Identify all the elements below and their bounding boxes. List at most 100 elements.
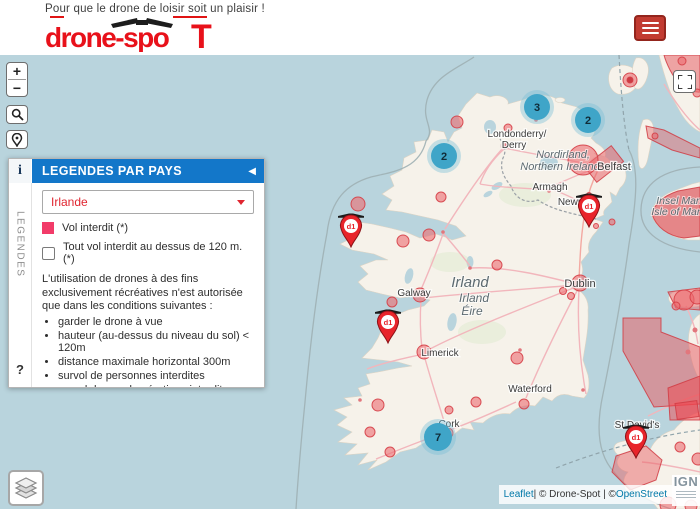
ign-logo-line <box>676 496 696 498</box>
label-northern-ireland: Northern Ireland <box>520 161 600 173</box>
hamburger-icon <box>641 21 659 25</box>
logo-text-cap: T <box>191 18 212 52</box>
lakes <box>404 120 558 331</box>
attribution-text: | © Drone-Spot | © <box>533 489 616 500</box>
svg-text:d1: d1 <box>632 433 641 442</box>
search-icon <box>11 108 24 121</box>
hamburger-icon <box>641 31 659 35</box>
site-header: Pour que le drone de loisir soit un plai… <box>0 0 700 55</box>
label-isle-of-man: Isle of Man <box>651 206 700 218</box>
leaflet-link[interactable]: Leaflet <box>503 489 534 500</box>
label-nordirland: Nordirland, <box>536 149 590 161</box>
legend-panel: i LEGENDES PAR PAYS ◀ LEGENDES ? Irlande… <box>8 158 265 388</box>
rule-item: survol de personnes interdites <box>58 370 254 383</box>
svg-text:d1: d1 <box>384 318 393 327</box>
locate-button[interactable] <box>6 130 28 149</box>
rules-list: garder le drone à vue hauteur (au-dessus… <box>46 316 254 388</box>
layers-icon <box>14 477 38 499</box>
country-select-value: Irlande <box>51 195 88 209</box>
drone-spot-pin[interactable]: d1 <box>576 193 602 229</box>
zoom-in-button[interactable]: + <box>12 63 22 79</box>
cluster-marker[interactable]: 2 <box>571 103 605 137</box>
label-irland-big: Irland <box>451 274 489 291</box>
info-tab-button[interactable]: i <box>9 159 32 183</box>
hamburger-menu-button[interactable] <box>634 15 666 41</box>
openstreetmap-link[interactable]: OpenStreet <box>615 489 667 500</box>
legend-item-120m: Tout vol interdit au dessus de 120 m. (*… <box>42 241 254 265</box>
legend-item-vol-interdit: Vol interdit (*) <box>42 222 254 234</box>
svg-text:7: 7 <box>435 432 441 444</box>
label-galway: Galway <box>397 288 430 299</box>
layers-button[interactable] <box>8 470 44 506</box>
zoom-control: + − <box>6 62 28 97</box>
map-attribution: Leaflet | © Drone-Spot | © OpenStreet <box>498 485 672 504</box>
label-limerick: Limerick <box>421 348 459 359</box>
label-londonderry: Londonderry/ <box>488 129 547 140</box>
svg-text:d1: d1 <box>347 222 356 231</box>
drone-spot-pins: d1 d1 d1 d1 <box>338 193 649 460</box>
search-button[interactable] <box>6 105 28 124</box>
rule-item: survol des agglomérations interdites <box>58 384 254 387</box>
map-pin-icon <box>11 132 23 147</box>
altitude-filter-checkbox[interactable] <box>42 246 55 260</box>
label-armagh: Armagh <box>532 182 567 193</box>
rules-intro-text: L'utilisation de drones à des fins exclu… <box>42 273 243 312</box>
svg-text:2: 2 <box>441 151 447 163</box>
fullscreen-button[interactable] <box>673 70 696 93</box>
town-dots <box>358 118 698 402</box>
divider <box>8 79 26 80</box>
svg-text:2: 2 <box>585 115 591 127</box>
svg-text:d1: d1 <box>585 202 594 211</box>
ign-logo: IGN <box>672 475 700 506</box>
restricted-zone-circles <box>350 56 700 509</box>
drone-spot-pin[interactable]: d1 <box>375 309 401 345</box>
label-insel-man: Insel Man <box>656 195 700 207</box>
no-fly-color-swatch <box>42 222 54 234</box>
propeller-hub <box>136 20 148 25</box>
site-tagline: Pour que le drone de loisir soit un plai… <box>45 3 265 15</box>
label-irland: Irland <box>459 291 489 305</box>
label-belfast: Belfast <box>597 161 631 173</box>
country-select[interactable]: Irlande <box>42 190 254 214</box>
roads <box>366 83 700 473</box>
label-dublin: Dublin <box>564 278 595 290</box>
cluster-marker[interactable]: 3 <box>520 90 554 124</box>
drone-spot-logo[interactable]: drone-spo T <box>45 16 225 52</box>
legendes-tab-label[interactable]: LEGENDES <box>14 211 26 278</box>
rule-item: distance maximale horizontal 300m <box>58 356 254 369</box>
legend-title-bar: LEGENDES PAR PAYS ◀ <box>32 159 264 183</box>
legend-panel-header: i LEGENDES PAR PAYS ◀ <box>9 159 264 183</box>
tagline-underline <box>50 16 64 18</box>
kintyre-land <box>637 118 654 169</box>
drone-spot-pin[interactable]: d1 <box>623 424 649 460</box>
collapse-panel-icon[interactable]: ◀ <box>248 165 256 177</box>
rathlin-island <box>554 97 566 103</box>
cluster-marker[interactable]: 2 <box>427 139 461 173</box>
hamburger-icon <box>641 26 659 30</box>
legend-title: LEGENDES PAR PAYS <box>42 164 182 178</box>
propeller-icon <box>145 18 173 28</box>
ign-logo-line <box>676 493 696 495</box>
legend-panel-body: LEGENDES ? Irlande Vol interdit (*) Tout… <box>9 183 264 387</box>
fullscreen-icon <box>677 74 692 89</box>
ign-label: IGN <box>673 474 699 489</box>
rule-item: garder le drone à vue <box>58 316 254 329</box>
ign-logo-line <box>676 490 696 492</box>
legend-item-label: Tout vol interdit au dessus de 120 m. (*… <box>63 241 243 265</box>
rule-item: hauteur (au-dessus du niveau du sol) < 1… <box>58 330 254 355</box>
belfast-town-marker <box>598 163 604 169</box>
tagline-underline <box>173 16 207 18</box>
label-eire: Éire <box>461 303 483 318</box>
legend-content: Irlande Vol interdit (*) Tout vol interd… <box>32 183 264 387</box>
logo-text: drone-spo <box>45 22 170 52</box>
svg-text:3: 3 <box>534 102 540 114</box>
zoom-out-button[interactable]: − <box>12 80 22 96</box>
label-derry: Derry <box>502 140 526 151</box>
cluster-marker[interactable]: 7 <box>420 419 456 455</box>
propeller-icon <box>111 18 138 28</box>
drone-spot-pin[interactable]: d1 <box>338 213 364 249</box>
chevron-down-icon <box>237 199 245 205</box>
help-button[interactable]: ? <box>16 362 24 377</box>
legend-side-rail: LEGENDES ? <box>9 183 32 387</box>
